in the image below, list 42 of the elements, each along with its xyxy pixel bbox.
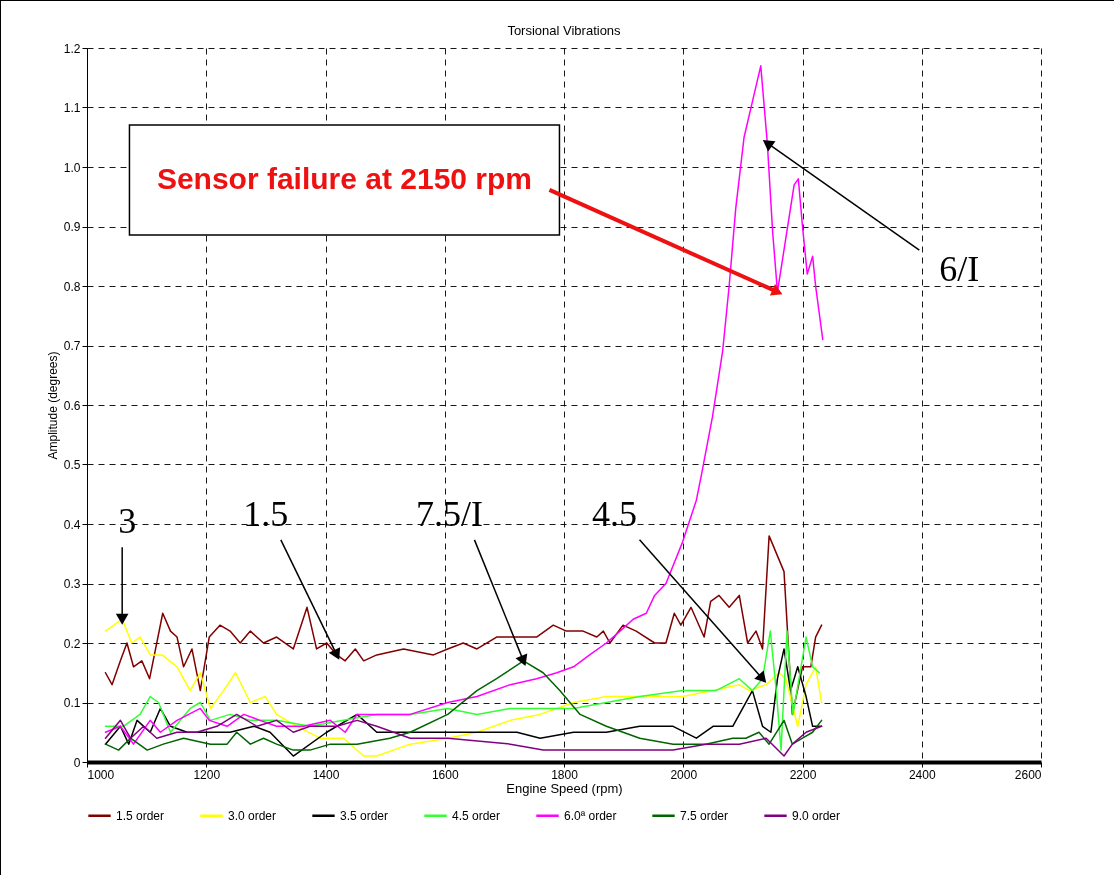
x-axis-title: Engine Speed (rpm)	[506, 780, 623, 796]
y-tick-label: 0.6	[63, 398, 81, 413]
legend-label: 3.5 order	[340, 808, 389, 823]
x-tick-label: 2400	[908, 767, 936, 782]
x-tick-label: 1600	[431, 767, 459, 782]
annotation: Sensor failure at 2150 rpm	[156, 161, 533, 195]
line-series	[104, 713, 823, 757]
y-tick-label: 0.2	[63, 636, 81, 651]
legend-label: 9.0 order	[792, 808, 841, 823]
legend-label: 4.5 order	[452, 808, 501, 823]
x-tick-label: 1200	[193, 767, 221, 782]
y-tick-label: 0.1	[63, 696, 81, 710]
y-tick-label: 0.7	[63, 339, 81, 353]
y-tick-label: 0.5	[63, 458, 81, 472]
y-tick-label: 0.3	[63, 577, 81, 591]
legend-label: 6.0ª order	[564, 808, 617, 823]
x-tick-label: 1400	[312, 767, 340, 782]
y-axis-title: Amplitude (degrees)	[45, 351, 60, 460]
y-tick-label: 1.1	[63, 101, 81, 115]
annotation: 4.5	[592, 493, 638, 534]
line-series	[104, 535, 823, 716]
line-series	[104, 630, 820, 751]
y-tick-label: 1.0	[63, 160, 81, 175]
annotation: 7.5/I	[415, 493, 483, 534]
y-tick-label: 0	[73, 755, 81, 770]
y-tick-label: 0.8	[63, 279, 81, 294]
y-tick-label: 1.2	[63, 41, 81, 56]
y-tick-label: 0.4	[63, 517, 81, 532]
y-tick-label: 0.9	[63, 220, 81, 234]
x-tick-label: 1800	[551, 767, 579, 782]
chart-title: Torsional Vibrations	[507, 23, 622, 38]
legend-label: 7.5 order	[680, 808, 729, 823]
legend-label: 3.0 order	[228, 808, 277, 823]
annotation: 6/I	[939, 249, 980, 290]
x-tick-label: 2600	[1014, 767, 1042, 782]
legend-label: 1.5 order	[116, 808, 165, 823]
x-tick-label: 2200	[789, 767, 817, 782]
annotation: 3	[118, 501, 137, 542]
line-series	[104, 65, 824, 745]
annotation: 1.5	[243, 493, 289, 534]
x-tick-label: 1000	[87, 767, 115, 782]
x-tick-label: 2000	[670, 767, 698, 782]
